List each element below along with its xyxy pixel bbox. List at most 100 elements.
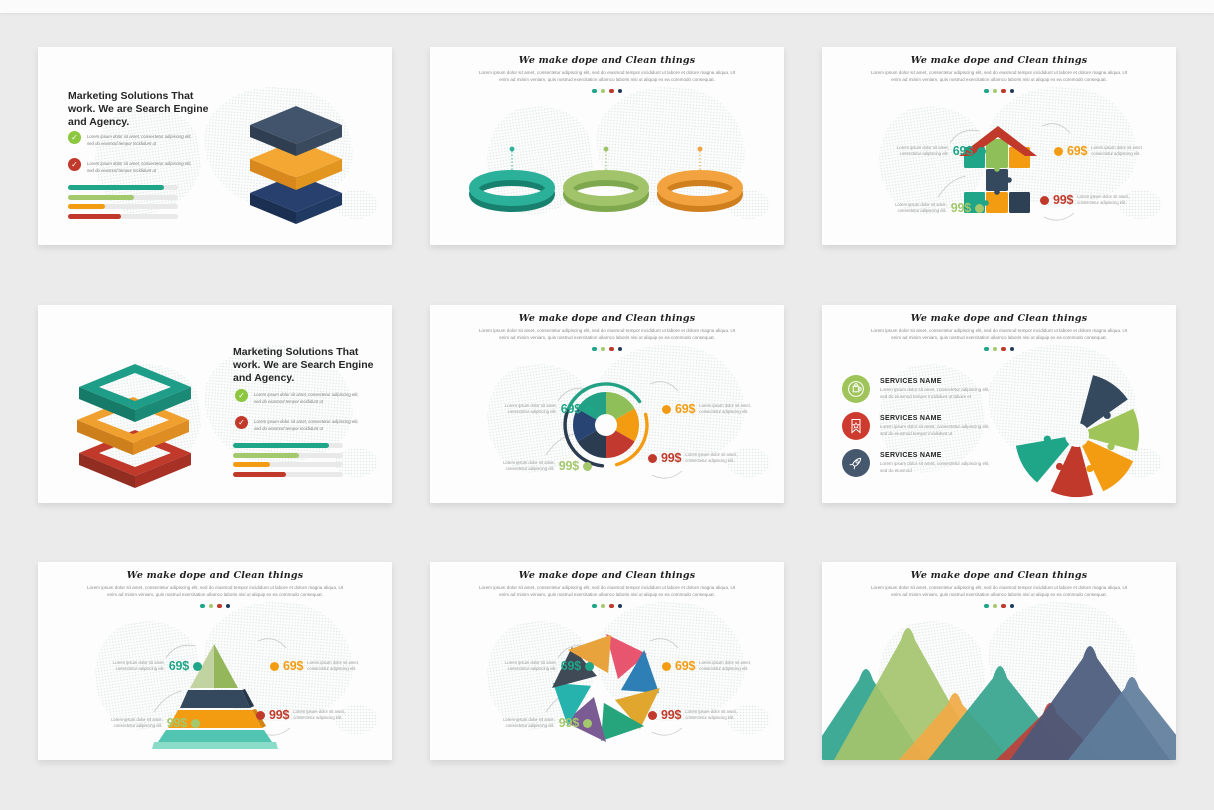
service-item: SERVICES NAME Lorem ipsum dolor sit amet… <box>842 412 994 440</box>
bookmark-star-icon <box>842 412 870 440</box>
slide-thumb-rings[interactable]: We make dope and Clean things Lorem ipsu… <box>430 47 784 245</box>
slide-thumb-pyramid[interactable]: We make dope and Clean things Lorem ipsu… <box>38 562 392 760</box>
service-name: SERVICES NAME <box>880 415 942 422</box>
callout-dot <box>585 661 594 671</box>
callout-dot <box>191 718 200 728</box>
callout-dot <box>193 661 202 671</box>
progress-bar <box>68 204 178 210</box>
progress-bar <box>233 443 343 448</box>
callout-dot <box>662 404 671 414</box>
callout-bottom-right: 99$ Lorem ipsum dolor sit amet, consecte… <box>648 451 780 465</box>
slide-thumb-mountains[interactable]: We make dope and Clean things Lorem ipsu… <box>822 562 1176 760</box>
callout-dot <box>585 404 594 414</box>
callout-price: 69$ <box>560 659 581 673</box>
bullet-item: ✓ Lorem ipsum dolor sit amet, consectetu… <box>68 131 193 147</box>
check-circle-icon: ✓ <box>235 416 248 429</box>
slide-title: We make dope and Clean things <box>518 55 696 66</box>
bullet-text: Lorem ipsum dolor sit amet, consectetur … <box>254 419 359 432</box>
slide-thumb-frames-text[interactable]: Marketing Solutions That work. We are Se… <box>38 305 392 503</box>
callout-price: 99$ <box>558 459 579 473</box>
callout-text: Lorem ipsum dolor sit amet, consectetur … <box>1077 193 1129 206</box>
callout-price: 69$ <box>675 659 696 673</box>
progress-bar <box>68 194 178 200</box>
progress-bars <box>68 185 178 223</box>
callout-dot <box>256 710 265 720</box>
slide-subtitle: Lorem ipsum dolor sit amet, consectetur … <box>86 585 344 598</box>
slide-thumb-layers-text[interactable]: Marketing Solutions That work. We are Se… <box>38 47 392 245</box>
callout-price: 99$ <box>950 201 971 215</box>
callout-price: 99$ <box>661 451 682 465</box>
accent-dots <box>822 346 1176 352</box>
callout-text: Lorem ipsum dolor sit amet, consectetur … <box>503 459 555 472</box>
bullet-text: Lorem ipsum dolor sit amet, consectetur … <box>87 161 192 174</box>
callout-text: Lorem ipsum dolor sit amet, consectetur … <box>111 716 163 729</box>
callout-top-right: 69$ Lorem ipsum dolor sit amet, consecte… <box>1054 144 1172 158</box>
bullet-item: ✓ Lorem ipsum dolor sit amet, consectetu… <box>235 416 360 432</box>
accent-dots <box>430 88 784 94</box>
accent-dots <box>822 88 1176 94</box>
accent-dots <box>430 603 784 609</box>
callout-dot <box>977 146 986 156</box>
donut-chart-graphic <box>563 382 649 468</box>
slide-thumb-services-fan[interactable]: We make dope and Clean things Lorem ipsu… <box>822 305 1176 503</box>
callout-top-left: Lorem ipsum dolor sit amet, consectetur … <box>442 402 594 416</box>
callout-text: Lorem ipsum dolor sit amet, consectetur … <box>307 659 359 672</box>
check-circle-icon: ✓ <box>68 158 81 171</box>
callout-bottom-left: Lorem ipsum dolor sit amet, consectetur … <box>52 716 200 730</box>
isometric-frames-graphic <box>77 364 191 488</box>
rings-graphic <box>469 146 743 212</box>
callout-bottom-left: Lorem ipsum dolor sit amet, consectetur … <box>444 459 592 473</box>
callout-dot <box>1040 195 1049 205</box>
mountains-graphic <box>822 628 1176 760</box>
slide-title: We make dope and Clean things <box>910 570 1088 581</box>
slide-thumb-shutter[interactable]: We make dope and Clean things Lorem ipsu… <box>430 562 784 760</box>
callout-dot <box>583 718 592 728</box>
slide-title: Marketing Solutions That work. We are Se… <box>233 345 374 385</box>
callout-text: Lorem ipsum dolor sit amet, consectetur … <box>699 659 751 672</box>
callout-top-left: Lorem ipsum dolor sit amet, consectetur … <box>834 144 986 158</box>
slide-thumb-donut[interactable]: We make dope and Clean things Lorem ipsu… <box>430 305 784 503</box>
rocket-icon <box>842 449 870 477</box>
service-text: Lorem ipsum dolor sit amet, consectetur … <box>880 387 990 399</box>
callout-bottom-right: 99$ Lorem ipsum dolor sit amet, consecte… <box>1040 193 1172 207</box>
callout-text: Lorem ipsum dolor sit amet, consectetur … <box>895 201 947 214</box>
progress-bar <box>233 452 343 458</box>
callout-bottom-left: Lorem ipsum dolor sit amet, consectetur … <box>444 716 592 730</box>
callout-bottom-left: Lorem ipsum dolor sit amet, consectetur … <box>836 201 984 215</box>
callout-top-right: 69$ Lorem ipsum dolor sit amet, consecte… <box>662 659 780 673</box>
shutter-graphic <box>552 634 660 742</box>
progress-bar <box>233 462 343 468</box>
callout-dot <box>662 661 671 671</box>
callout-top-left: Lorem ipsum dolor sit amet, consectetur … <box>50 659 202 673</box>
puzzle-icon <box>842 375 870 403</box>
slide-subtitle: Lorem ipsum dolor sit amet, consectetur … <box>478 70 736 83</box>
callout-text: Lorem ipsum dolor sit amet, consectetur … <box>505 402 557 415</box>
accent-dots <box>822 603 1176 609</box>
callout-price: 99$ <box>661 708 682 722</box>
callout-price: 69$ <box>283 659 304 673</box>
slide-title: Marketing Solutions That work. We are Se… <box>68 89 209 129</box>
callout-text: Lorem ipsum dolor sit amet, consectetur … <box>503 716 555 729</box>
service-text: Lorem ipsum dolor sit amet, consectetur … <box>880 424 990 436</box>
slide-subtitle: Lorem ipsum dolor sit amet, consectetur … <box>478 328 736 341</box>
callout-price: 99$ <box>558 716 579 730</box>
slide-thumb-puzzle-house[interactable]: We make dope and Clean things Lorem ipsu… <box>822 47 1176 245</box>
callout-text: Lorem ipsum dolor sit amet, consectetur … <box>897 144 949 157</box>
callout-price: 69$ <box>675 402 696 416</box>
slide-subtitle: Lorem ipsum dolor sit amet, consectetur … <box>870 328 1128 341</box>
callout-price: 69$ <box>168 659 189 673</box>
previous-row-slide-edge <box>0 0 1214 13</box>
progress-bar <box>68 185 178 190</box>
callout-price: 69$ <box>1067 144 1088 158</box>
callout-price: 69$ <box>952 144 973 158</box>
puzzle-fan-graphic <box>1015 375 1140 498</box>
callout-top-left: Lorem ipsum dolor sit amet, consectetur … <box>442 659 594 673</box>
callout-dot <box>270 661 279 671</box>
callout-text: Lorem ipsum dolor sit amet, consectetur … <box>113 659 165 672</box>
callout-dot <box>648 453 657 463</box>
pyramid-graphic <box>152 644 278 749</box>
accent-dots <box>430 346 784 352</box>
callout-text: Lorem ipsum dolor sit amet, consectetur … <box>685 451 737 464</box>
slide-title: We make dope and Clean things <box>518 313 696 324</box>
service-text: Lorem ipsum dolor sit amet, consectetur … <box>880 461 990 473</box>
